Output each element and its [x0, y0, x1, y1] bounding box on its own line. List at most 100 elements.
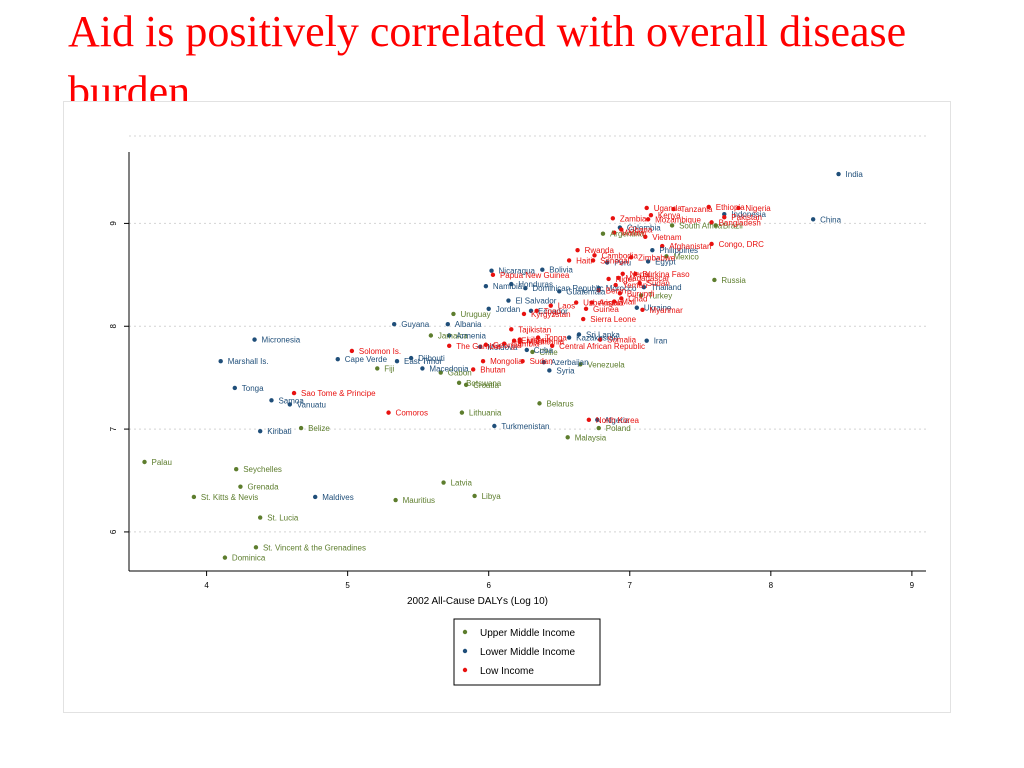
data-point — [565, 435, 570, 440]
point-label: Dominica — [232, 554, 266, 563]
data-point — [287, 402, 293, 407]
data-point — [492, 423, 497, 429]
point-label: Colombia — [627, 224, 661, 233]
data-point — [664, 254, 669, 259]
data-point — [530, 349, 535, 355]
data-point — [509, 327, 514, 332]
point-label: India — [846, 170, 864, 179]
point-label: Guinea — [593, 305, 619, 314]
point-label: Kiribati — [267, 427, 292, 436]
data-point — [298, 425, 304, 431]
point-label: Bhutan — [480, 365, 505, 374]
point-label: Mauritania — [527, 338, 565, 347]
point-label: Laos — [558, 302, 575, 311]
point-label: Namibia — [493, 282, 523, 291]
point-label: Turkey — [648, 291, 672, 300]
chart-panel: 6 7 8 9 4 5 6 7 8 9 Palau Seychelles Grenada St. Kit… — [63, 101, 951, 713]
point-label: Albania — [455, 320, 482, 329]
point-label: China — [820, 215, 841, 224]
point-label: Sudan — [647, 279, 670, 288]
data-point — [349, 348, 355, 354]
data-point — [617, 291, 623, 296]
data-point — [534, 308, 539, 314]
data-point — [706, 204, 711, 210]
data-point — [537, 401, 542, 406]
point-label: Cambodia — [602, 251, 639, 260]
data-point — [616, 275, 621, 281]
point-label: Egypt — [655, 257, 676, 266]
data-point — [548, 303, 553, 308]
legend: Upper Middle Income Lower Middle Income Lo… — [453, 618, 601, 686]
data-point — [596, 425, 601, 431]
data-point — [645, 217, 651, 222]
data-point — [451, 311, 456, 317]
data-point — [612, 299, 617, 304]
point-label: Angola — [599, 299, 624, 308]
data-point — [709, 241, 714, 247]
point-label: Fiji — [384, 364, 394, 373]
point-label: Thailand — [651, 283, 682, 292]
data-point — [447, 333, 452, 338]
data-point — [641, 284, 647, 290]
point-label: Dominican Republic — [532, 284, 603, 293]
point-label: Mali — [621, 298, 636, 307]
point-label: Vanuatu — [297, 400, 326, 409]
point-label: Honduras — [518, 280, 553, 289]
data-point — [619, 227, 624, 232]
point-label: Azerbaijan — [551, 358, 589, 367]
x-tick-label: 8 — [769, 581, 774, 590]
data-point — [447, 343, 452, 348]
point-label: Congo, DRC — [719, 240, 765, 249]
data-point — [566, 258, 572, 263]
point-label: Lithuania — [469, 409, 502, 418]
data-point — [506, 298, 511, 303]
legend-label: Low Income — [480, 666, 534, 677]
point-label: Gambia — [511, 340, 540, 349]
point-label: Sri Lanka — [586, 330, 620, 339]
point-label: Myanmar — [649, 306, 683, 315]
point-label: Tajikistan — [518, 325, 551, 334]
data-point — [386, 410, 391, 415]
point-label: Micronesia — [262, 336, 301, 345]
point-label: Jordan — [496, 305, 520, 314]
data-point — [456, 380, 462, 386]
point-label: Bolivia — [549, 266, 573, 275]
point-label: Somalia — [607, 336, 636, 345]
data-point — [478, 344, 483, 350]
data-point — [576, 332, 582, 337]
point-label: Vietnam — [652, 233, 682, 242]
data-point — [291, 390, 297, 396]
point-label: Madagascar — [625, 274, 669, 283]
data-point — [509, 281, 514, 287]
data-point — [521, 311, 527, 317]
data-point — [596, 288, 601, 293]
point-label: Libya — [482, 492, 502, 501]
x-tick-label: 4 — [204, 581, 209, 590]
point-label: Seychelles — [243, 465, 282, 474]
data-point — [335, 356, 340, 362]
x-tick-label: 7 — [628, 581, 633, 590]
point-label: Philippines — [659, 246, 698, 255]
data-point — [597, 337, 603, 342]
data-point — [441, 480, 446, 485]
data-point — [595, 417, 600, 423]
point-label: Cuba — [534, 346, 554, 355]
point-label: Kazakhstan — [576, 334, 618, 343]
point-label: Nigeria — [745, 204, 771, 213]
data-point — [583, 306, 589, 311]
point-label: Peru — [614, 258, 631, 267]
point-label: Uganda — [654, 204, 683, 213]
point-label: Tanzania — [680, 205, 713, 214]
point-label: Botswana — [466, 379, 502, 388]
point-label: Croatia — [473, 381, 499, 390]
point-label: Niger — [616, 275, 635, 284]
data-point — [605, 260, 610, 265]
point-label: Gabon — [448, 369, 472, 378]
point-label: Syria — [556, 366, 575, 375]
point-label: Algeria — [604, 416, 629, 425]
data-point — [483, 283, 489, 289]
point-label: Malaysia — [575, 433, 607, 442]
data-point — [257, 428, 263, 434]
point-label: Sao Tome & Principe — [301, 389, 376, 398]
point-label: Benin — [606, 286, 626, 295]
